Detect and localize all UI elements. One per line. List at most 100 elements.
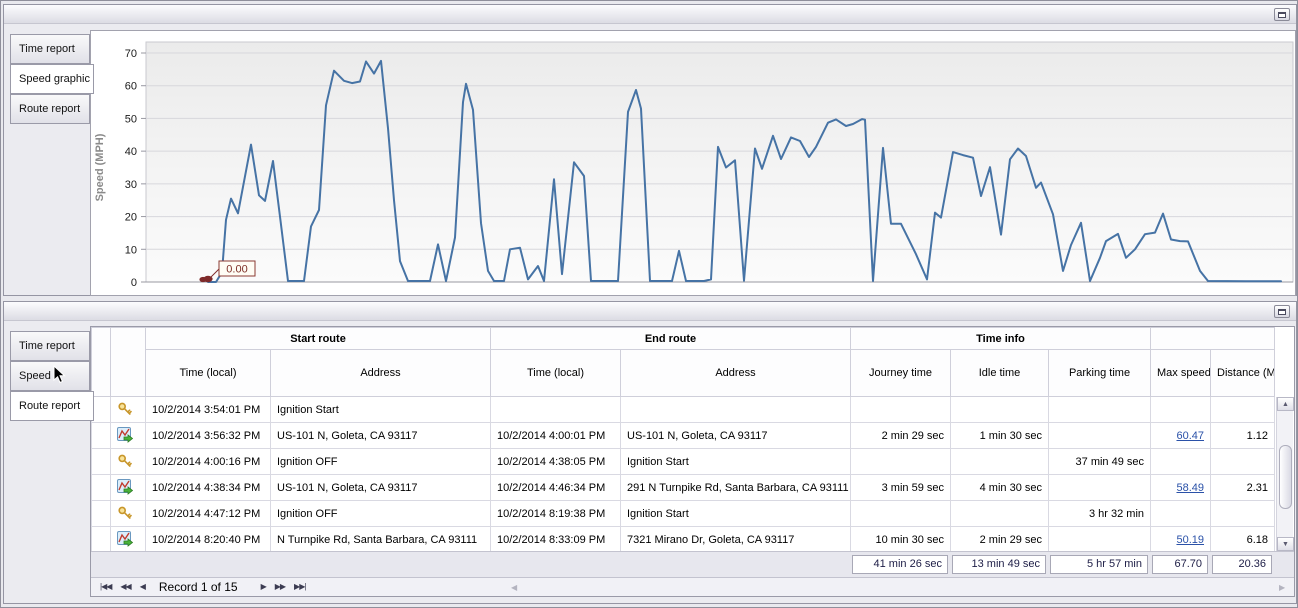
- scroll-down-icon[interactable]: ▼: [1277, 537, 1294, 551]
- tab-time-report[interactable]: Time report: [10, 331, 90, 361]
- column-header-time-local-[interactable]: Time (local): [145, 349, 271, 397]
- cell-max-speed: [1150, 396, 1212, 423]
- cell-start-address: Ignition OFF: [270, 500, 491, 527]
- table-row[interactable]: 10/2/2014 8:20:40 PM N Turnpike Rd, Santa…: [91, 526, 1275, 551]
- column-group-end-route[interactable]: End route: [490, 327, 851, 350]
- row-type-icon-cell: [110, 422, 146, 449]
- cell-end-time: 10/2/2014 4:00:01 PM: [490, 422, 621, 449]
- column-header-parking-time[interactable]: Parking time: [1047, 349, 1152, 397]
- summary-max-speed: 67.70: [1152, 555, 1208, 574]
- key-icon: [117, 453, 133, 472]
- first-record-button-icon[interactable]: |◀◀: [100, 582, 112, 591]
- speed-graphic-panel: Time report Speed graphic Route report 0 10…: [3, 4, 1297, 296]
- record-navigator: |◀◀ ◀◀ ◀ Record 1 of 15 ▶ ▶▶ ▶▶| ◀ ▶: [91, 577, 1294, 596]
- panel-restore-button[interactable]: [1274, 8, 1290, 21]
- max-speed-link[interactable]: 58.49: [1176, 481, 1205, 494]
- hscroll-left-icon[interactable]: ◀: [511, 583, 518, 592]
- column-group-empty[interactable]: [1150, 327, 1275, 350]
- next-record-button-icon[interactable]: ▶: [260, 582, 267, 591]
- max-speed-link[interactable]: 50.19: [1176, 533, 1205, 546]
- record-counter: Record 1 of 15: [158, 580, 238, 594]
- hscroll-right-icon[interactable]: ▶: [1279, 583, 1286, 592]
- route-icon: [117, 478, 134, 498]
- row-indicator-header: [91, 327, 111, 397]
- cell-end-address: 291 N Turnpike Rd, Santa Barbara, CA 931…: [620, 474, 851, 501]
- cell-start-time: 10/2/2014 3:54:01 PM: [145, 396, 271, 423]
- speed-chart-box: 0 10 20 30 40 50 60 70 Speed (MPH) 0.00: [90, 30, 1296, 299]
- speed-line-series: [207, 59, 1282, 283]
- cell-start-time: 10/2/2014 3:56:32 PM: [145, 422, 271, 449]
- row-type-icon-cell: [110, 500, 146, 527]
- panel-restore-button[interactable]: [1274, 305, 1290, 318]
- cell-idle-time: 4 min 30 sec: [950, 474, 1049, 501]
- cell-journey-time: [850, 448, 951, 475]
- cell-journey-time: [850, 396, 951, 423]
- tab-speed-graphic[interactable]: Speed graphic: [10, 361, 90, 410]
- cell-end-time: 10/2/2014 8:19:38 PM: [490, 500, 621, 527]
- prev-page-button-icon[interactable]: ◀◀: [120, 582, 131, 591]
- cell-parking-time: 37 min 49 sec: [1047, 448, 1152, 475]
- summary-idle-time: 13 min 49 sec: [952, 555, 1046, 574]
- tab-route-report[interactable]: Route report: [10, 391, 94, 421]
- tab-time-report[interactable]: Time report: [10, 34, 90, 64]
- column-header-address[interactable]: Address: [270, 349, 491, 397]
- cell-max-speed[interactable]: 50.19: [1150, 526, 1212, 551]
- table-row[interactable]: 10/2/2014 4:47:12 PM Ignition OFF 10/2/201…: [91, 500, 1275, 527]
- key-icon: [117, 401, 133, 420]
- vertical-scrollbar[interactable]: ▲ ▼: [1276, 397, 1294, 551]
- tab-speed-graphic[interactable]: Speed graphic: [10, 64, 94, 94]
- summary-parking-time: 5 hr 57 min: [1050, 555, 1148, 574]
- cell-distance: [1210, 500, 1275, 527]
- cell-start-time: 10/2/2014 8:20:40 PM: [145, 526, 271, 551]
- prev-record-button-icon[interactable]: ◀: [139, 582, 146, 591]
- cell-end-address: US-101 N, Goleta, CA 93117: [620, 422, 851, 449]
- column-header-distance-miles-[interactable]: Distance (Miles): [1210, 349, 1275, 397]
- cell-start-time: 10/2/2014 4:47:12 PM: [145, 500, 271, 527]
- column-header-max-speed-mph-[interactable]: Max speed (MPH): [1150, 349, 1212, 397]
- speed-graphic-panel-titlebar: [4, 5, 1296, 24]
- cell-max-speed: [1150, 500, 1212, 527]
- column-header-idle-time[interactable]: Idle time: [950, 349, 1049, 397]
- cell-max-speed[interactable]: 58.49: [1150, 474, 1212, 501]
- cell-parking-time: [1047, 474, 1152, 501]
- cell-max-speed[interactable]: 60.47: [1150, 422, 1212, 449]
- start-speed-annotation: 0.00: [226, 264, 247, 276]
- cell-start-time: 10/2/2014 4:00:16 PM: [145, 448, 271, 475]
- max-speed-link[interactable]: 60.47: [1176, 429, 1205, 442]
- cell-journey-time: 3 min 59 sec: [850, 474, 951, 501]
- cell-distance: 6.18: [1210, 526, 1275, 551]
- cell-parking-time: 3 hr 32 min: [1047, 500, 1152, 527]
- cell-idle-time: [950, 500, 1049, 527]
- cell-end-address: 7321 Mirano Dr, Goleta, CA 93117: [620, 526, 851, 551]
- table-row[interactable]: 10/2/2014 3:56:32 PM US-101 N, Goleta, CA…: [91, 422, 1275, 449]
- cell-distance: 2.31: [1210, 474, 1275, 501]
- table-row[interactable]: 10/2/2014 3:54:01 PM Ignition Start: [91, 396, 1275, 423]
- scrollbar-thumb[interactable]: [1279, 445, 1292, 509]
- y-tick-label: 10: [125, 244, 137, 256]
- cell-end-address: Ignition Start: [620, 448, 851, 475]
- table-row[interactable]: 10/2/2014 4:00:16 PM Ignition OFF 10/2/201…: [91, 448, 1275, 475]
- row-type-icon-cell: [110, 448, 146, 475]
- cell-start-time: 10/2/2014 4:38:34 PM: [145, 474, 271, 501]
- cell-start-address: US-101 N, Goleta, CA 93117: [270, 422, 491, 449]
- column-group-time-info[interactable]: Time info: [849, 327, 1152, 350]
- table-row[interactable]: 10/2/2014 4:38:34 PM US-101 N, Goleta, CA…: [91, 474, 1275, 501]
- cell-end-time: 10/2/2014 4:46:34 PM: [490, 474, 621, 501]
- next-page-button-icon[interactable]: ▶▶: [274, 582, 286, 591]
- y-tick-label: 20: [125, 212, 137, 224]
- last-record-button-icon[interactable]: ▶▶|: [294, 582, 306, 591]
- route-table: Start route End route Time info Time (local…: [91, 327, 1275, 551]
- column-group-start-route[interactable]: Start route: [145, 327, 491, 350]
- row-type-icon-cell: [110, 396, 146, 423]
- cell-start-address: US-101 N, Goleta, CA 93117: [270, 474, 491, 501]
- y-tick-label: 40: [125, 146, 137, 158]
- cell-start-address: Ignition Start: [270, 396, 491, 423]
- column-header-time-local-[interactable]: Time (local): [490, 349, 621, 397]
- cell-distance: 1.12: [1210, 422, 1275, 449]
- column-header-journey-time[interactable]: Journey time: [850, 349, 951, 397]
- tab-route-report[interactable]: Route report: [10, 94, 90, 124]
- scroll-up-icon[interactable]: ▲: [1277, 397, 1294, 411]
- column-header-address[interactable]: Address: [620, 349, 851, 397]
- cell-idle-time: [950, 448, 1049, 475]
